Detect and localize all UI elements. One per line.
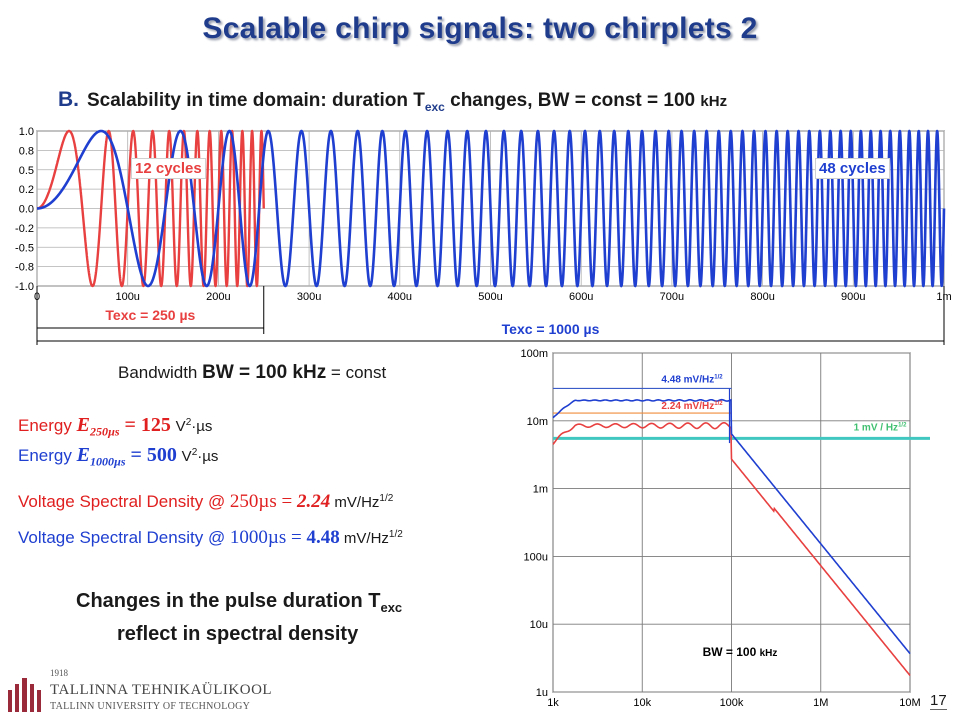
top-x-tick-label: 900u: [841, 291, 865, 303]
top-y-tick-label: 0.5: [19, 165, 34, 177]
top-y-tick-label: -0.5: [15, 242, 34, 254]
subtitle-unit: kHz: [700, 93, 728, 110]
energy-250-line: Energy E250µs = 125 V2·µs: [18, 414, 212, 439]
bottom-x-tick-label: 100k: [720, 697, 744, 709]
vsd1-val: 2.24: [296, 491, 331, 512]
energy1-sub: 250µs: [89, 424, 120, 439]
bottom-y-tick-label: 1m: [533, 484, 548, 496]
top-y-tick-label: 1.0: [19, 126, 34, 138]
top-y-tick-label: 0.2: [19, 184, 34, 196]
top-y-tick-label: -1.0: [15, 281, 34, 293]
bottom-x-tick-label: 10k: [633, 697, 651, 709]
energy1-label: Energy: [18, 416, 77, 435]
vsd2-eq: =: [286, 527, 307, 548]
texc-long-label: Texc = 1000 µs: [502, 321, 600, 337]
top-x-tick-label: 500u: [478, 291, 502, 303]
top-y-tick-label: 0.8: [19, 145, 34, 157]
red-cycles-label: 12 cycles: [131, 158, 206, 179]
chirp-time-domain-chart: 1.00.80.50.20.0-0.2-0.5-0.8-1.00100u200u…: [15, 126, 952, 345]
bottom-y-tick-label: 10u: [530, 619, 548, 631]
energy2-val: = 500: [125, 444, 177, 466]
logo-name-en: TALLINN UNIVERSITY OF TECHNOLOGY: [50, 701, 251, 712]
subtitle-text1: Scalability in time domain: duration T: [87, 90, 425, 111]
vsd2-at: 1000µs: [229, 527, 287, 548]
top-x-tick-label: 200u: [206, 291, 230, 303]
bottom-x-tick-label: 10M: [899, 697, 920, 709]
vsd1-unit: mV/Hz1/2: [330, 493, 394, 511]
energy2-unit: V2·µs: [181, 447, 219, 465]
vsd2-val: 4.48: [306, 527, 340, 548]
top-y-tick-label: 0.0: [19, 204, 34, 216]
spectrum-texc-250: [552, 421, 911, 676]
top-y-tick-label: -0.2: [15, 223, 34, 235]
changes-line1: Changes in the pulse duration Texc: [76, 590, 403, 615]
university-logo: 1918 TALLINNA TEHNIKAÜLIKOOL TALLINN UNI…: [6, 666, 272, 716]
changes-statement: Changes in the pulse duration Texc refle…: [60, 588, 480, 647]
slide-title: Scalable chirp signals: two chirplets 2: [202, 12, 758, 45]
vsd-250-line: Voltage Spectral Density @ 250µs = 2.24 …: [18, 491, 393, 513]
bottom-y-tick-label: 100m: [520, 348, 548, 360]
bw-label: BW = 100 kHz: [703, 645, 778, 659]
vsd1-eq: =: [276, 491, 297, 512]
top-x-tick-label: 600u: [569, 291, 593, 303]
ref-label-4-48: 4.48 mV/Hz1/2: [661, 374, 723, 385]
energy1-val: = 125: [119, 414, 171, 436]
bottom-x-tick-label: 1k: [547, 697, 559, 709]
energy2-label: Energy: [18, 446, 77, 465]
top-x-tick-label: 300u: [297, 291, 321, 303]
texc-short-label: Texc = 250 µs: [105, 307, 195, 323]
logo-name: TALLINNA TEHNIKAÜLIKOOL: [50, 682, 273, 698]
blue-cycles-label: 48 cycles: [815, 158, 890, 179]
slide-subtitle: B. Scalability in time domain: duration T…: [58, 88, 727, 114]
subtitle-prefix: B.: [58, 88, 79, 111]
vsd-1000-line: Voltage Spectral Density @ 1000µs = 4.48…: [18, 527, 403, 549]
changes-line2: reflect in spectral density: [117, 623, 359, 645]
top-x-tick-label: 700u: [660, 291, 684, 303]
top-y-tick-label: -0.8: [15, 262, 34, 274]
vsd1-at: 250µs: [229, 491, 277, 512]
energy1-sym: E: [76, 414, 90, 436]
subtitle-text2: changes, BW = const = 100: [444, 90, 701, 111]
spectrum-texc-1000: [552, 398, 911, 655]
logo-year: 1918: [50, 668, 68, 678]
university-emblem-icon: [8, 678, 41, 712]
top-x-tick-label: 800u: [750, 291, 774, 303]
vsd1-pre: Voltage Spectral Density @: [18, 492, 230, 511]
bandwidth-pre: Bandwidth: [118, 363, 203, 382]
page-number: 17: [930, 692, 947, 710]
bandwidth-post: = const: [326, 363, 387, 382]
subtitle-sub: exc: [424, 99, 445, 114]
energy1-unit: V2·µs: [175, 417, 213, 435]
bottom-y-tick-label: 1u: [536, 687, 548, 699]
vsd2-unit: mV/Hz1/2: [339, 529, 403, 547]
top-series-12-cycles: [35, 129, 265, 288]
bottom-y-tick-label: 10m: [527, 416, 548, 428]
top-x-tick-label: 400u: [388, 291, 412, 303]
bottom-y-tick-label: 100u: [524, 551, 548, 563]
energy2-sub: 1000µs: [89, 454, 126, 469]
energy2-sym: E: [76, 444, 90, 466]
vsd2-pre: Voltage Spectral Density @: [18, 528, 230, 547]
ref-label-2-24: 2.24 mV/Hz1/2: [661, 401, 723, 412]
ref-label-1: 1 mV / Hz1/2: [854, 422, 907, 433]
energy-1000-line: Energy E1000µs = 500 V2·µs: [18, 444, 218, 469]
bottom-x-tick-label: 1M: [813, 697, 828, 709]
bandwidth-line: Bandwidth BW = 100 kHz = const: [118, 362, 386, 384]
bandwidth-bold: BW = 100 kHz: [202, 362, 327, 383]
top-x-tick-label: 100u: [115, 291, 139, 303]
